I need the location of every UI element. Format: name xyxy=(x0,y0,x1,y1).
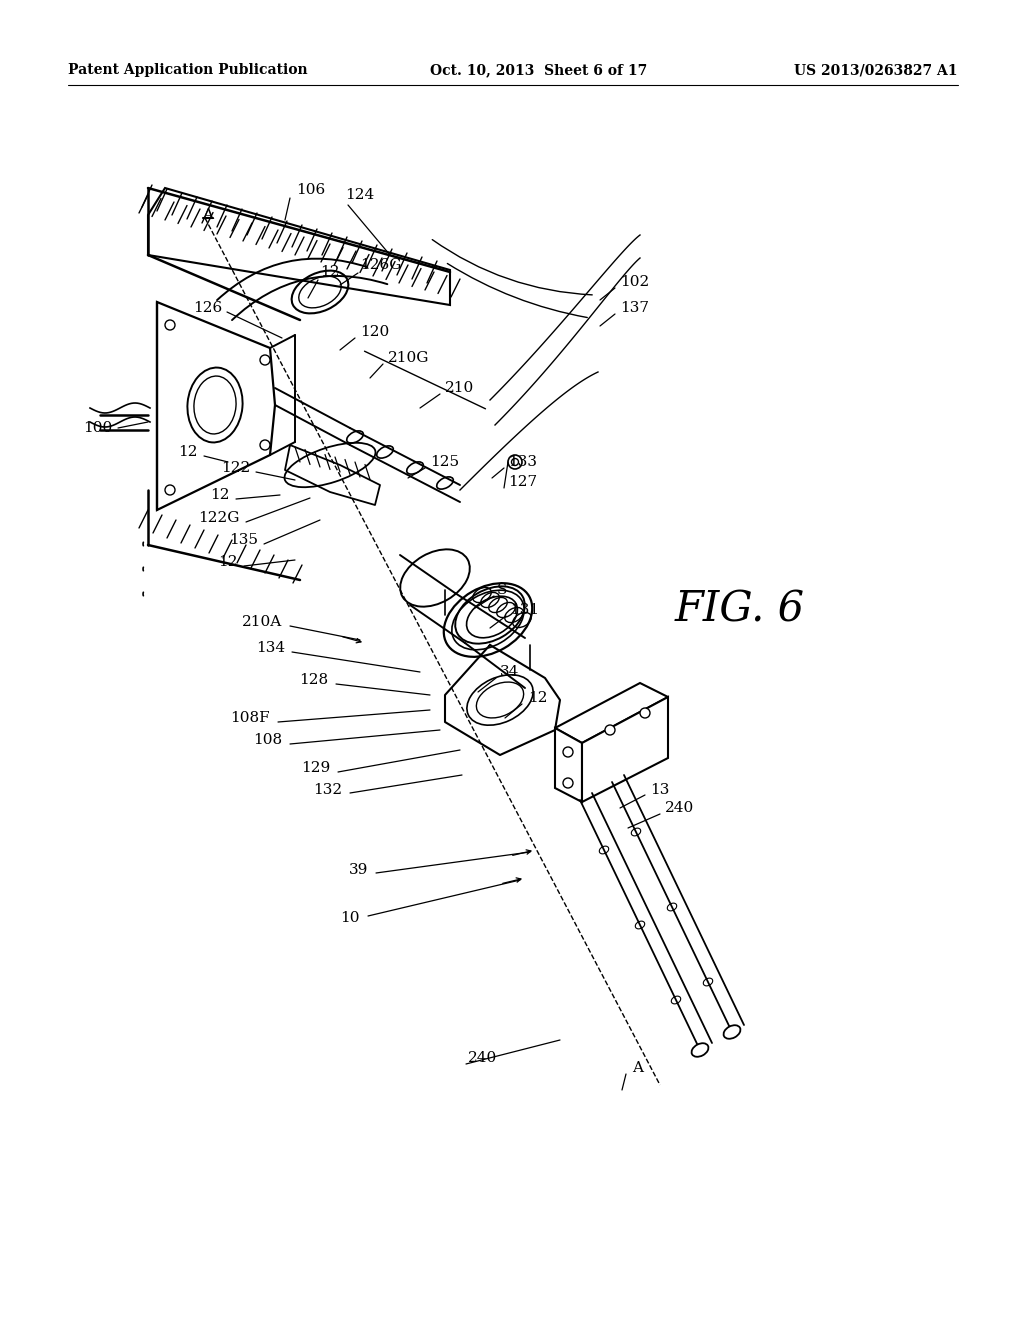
Ellipse shape xyxy=(563,777,573,788)
Text: 39: 39 xyxy=(348,863,368,876)
Ellipse shape xyxy=(563,747,573,756)
Text: US 2013/0263827 A1: US 2013/0263827 A1 xyxy=(795,63,958,77)
Text: 240: 240 xyxy=(665,801,694,814)
Text: 122G: 122G xyxy=(199,511,240,525)
Text: 102: 102 xyxy=(620,275,649,289)
Text: 13: 13 xyxy=(650,783,670,797)
Text: 128: 128 xyxy=(299,673,328,686)
Text: A: A xyxy=(632,1061,643,1074)
Text: 100: 100 xyxy=(83,421,112,436)
Text: 132: 132 xyxy=(313,783,342,797)
Text: Oct. 10, 2013  Sheet 6 of 17: Oct. 10, 2013 Sheet 6 of 17 xyxy=(430,63,647,77)
Text: 34: 34 xyxy=(500,665,519,678)
Text: 106: 106 xyxy=(296,183,326,197)
Text: 126G: 126G xyxy=(360,257,401,272)
Polygon shape xyxy=(582,697,668,803)
Text: 124: 124 xyxy=(345,187,374,202)
Polygon shape xyxy=(157,302,275,510)
Ellipse shape xyxy=(691,1043,709,1057)
Text: 108F: 108F xyxy=(230,711,270,725)
Text: 129: 129 xyxy=(301,762,330,775)
Text: 127: 127 xyxy=(508,475,538,488)
Text: 210: 210 xyxy=(445,381,474,395)
Text: 12: 12 xyxy=(211,488,230,502)
Polygon shape xyxy=(148,187,450,305)
Text: 12: 12 xyxy=(218,554,238,569)
Ellipse shape xyxy=(605,725,615,735)
Text: 120: 120 xyxy=(360,325,389,339)
Text: 108: 108 xyxy=(253,733,282,747)
Text: 122: 122 xyxy=(221,461,250,475)
Ellipse shape xyxy=(724,1026,740,1039)
Text: 133: 133 xyxy=(508,455,537,469)
Text: 12: 12 xyxy=(528,690,548,705)
Polygon shape xyxy=(555,729,582,803)
Text: A: A xyxy=(202,209,213,222)
Text: 126: 126 xyxy=(193,301,222,315)
Text: 131: 131 xyxy=(510,603,539,616)
Text: 137: 137 xyxy=(620,301,649,315)
Text: 10: 10 xyxy=(341,911,360,925)
Polygon shape xyxy=(555,682,668,743)
Text: 12: 12 xyxy=(178,445,198,459)
Ellipse shape xyxy=(640,708,650,718)
Text: 210A: 210A xyxy=(242,615,282,630)
Text: 240: 240 xyxy=(468,1051,498,1065)
Text: 12: 12 xyxy=(319,265,340,279)
Text: 135: 135 xyxy=(229,533,258,546)
Text: S: S xyxy=(497,583,507,597)
Text: Patent Application Publication: Patent Application Publication xyxy=(68,63,307,77)
Text: 210G: 210G xyxy=(388,351,429,366)
Text: FIG. 6: FIG. 6 xyxy=(675,589,805,631)
Text: 134: 134 xyxy=(256,642,285,655)
Text: 125: 125 xyxy=(430,455,459,469)
